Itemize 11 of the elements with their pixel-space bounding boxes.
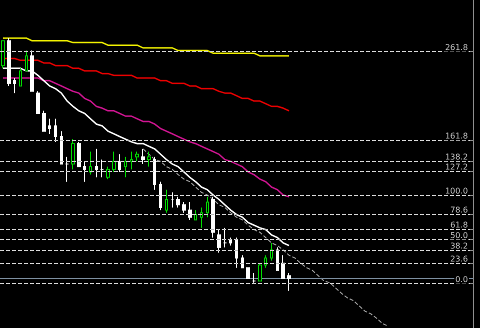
y-tick-label: 0.0 — [455, 275, 468, 284]
y-tick-label: 138.2 — [445, 152, 468, 162]
y-tick-label: 50.0 — [450, 230, 468, 240]
y-tick-label: 61.8 — [450, 220, 468, 230]
y-tick-label: 78.6 — [450, 206, 468, 214]
y-tick-label: 100.0 — [445, 186, 468, 196]
y-tick-label: 23.6 — [450, 254, 468, 264]
y-tick-label: 38.2 — [450, 241, 468, 250]
y-tick-label: 161.8 — [445, 132, 468, 141]
y-tick-label: 127.2 — [445, 162, 468, 172]
y-tick-label: 261.8 — [445, 43, 468, 52]
